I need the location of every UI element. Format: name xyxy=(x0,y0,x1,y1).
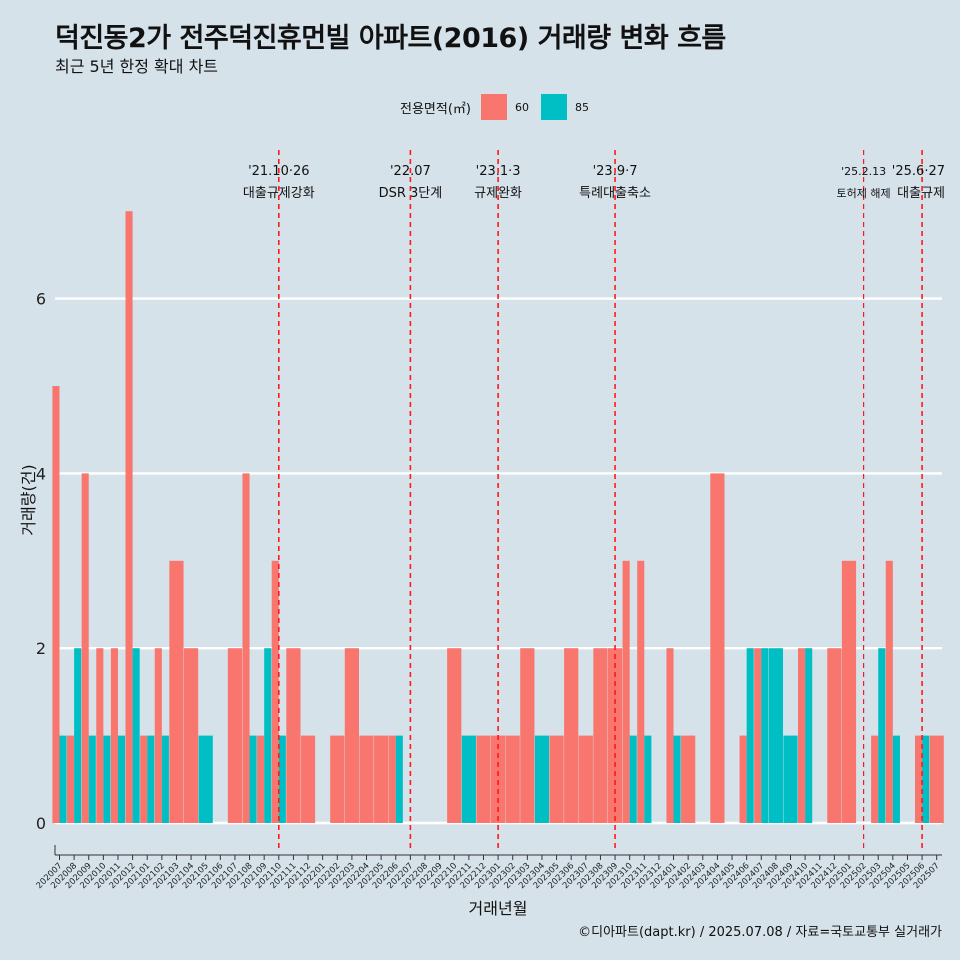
y-axis-title: 거래량(건) xyxy=(19,464,38,535)
event-label-202506: 대출규제 xyxy=(897,186,945,201)
bar-60-202507 xyxy=(929,735,944,823)
bar-85-202010 xyxy=(103,735,111,823)
event-label-202207: DSR 3단계 xyxy=(379,186,443,201)
legend-label-85: 85 xyxy=(574,100,589,114)
chart-title: 덕진동2가 전주덕진휴먼빌 아파트(2016) 거래량 변화 흐름 xyxy=(55,23,726,54)
x-axis-title: 거래년월 xyxy=(469,899,528,918)
y-tick-label-6: 6 xyxy=(36,290,46,309)
bar-85-202410 xyxy=(805,648,813,823)
y-tick-label-4: 4 xyxy=(36,464,46,483)
bar-60-202504 xyxy=(885,560,893,823)
bar-85-202504 xyxy=(892,735,900,823)
legend: 전용면적(㎡) 60 85 xyxy=(400,92,601,122)
bar-60-202103 xyxy=(169,560,184,823)
bar-60-202108 xyxy=(242,473,250,823)
bar-85-202310 xyxy=(629,735,637,823)
bar-85-202408 xyxy=(768,648,783,823)
bar-60-202110 xyxy=(271,560,279,823)
event-date-202309: '23.9·7 xyxy=(593,164,638,179)
bar-60-202101 xyxy=(140,735,148,823)
bar-60-202302 xyxy=(505,735,520,823)
event-date-202110: '21.10·26 xyxy=(248,164,309,179)
legend-key-85 xyxy=(540,94,567,120)
bar-60-202310 xyxy=(622,560,630,823)
bar-60-202308 xyxy=(593,648,608,823)
bar-85-202012 xyxy=(132,648,140,823)
bar-85-202407 xyxy=(761,648,769,823)
bar-60-202402 xyxy=(681,735,696,823)
bar-85-202110 xyxy=(278,735,286,823)
bar-60-202401 xyxy=(666,648,674,823)
legend-label-60: 60 xyxy=(514,100,529,114)
event-label-202301: 규제완화 xyxy=(474,186,522,201)
bar-60-202406 xyxy=(739,735,747,823)
bar-85-202109 xyxy=(264,648,272,823)
bar-60-202111 xyxy=(286,648,301,823)
bar-60-202412 xyxy=(827,648,842,823)
bar-60-202203 xyxy=(344,648,359,823)
bar-85-202101 xyxy=(147,735,155,823)
event-date-202502: '25.2.13 xyxy=(841,165,886,178)
bar-60-202109 xyxy=(257,735,265,823)
bar-60-202107 xyxy=(227,648,243,823)
bar-60-202011 xyxy=(110,648,118,823)
legend-title: 전용면적(㎡) xyxy=(400,101,471,117)
bar-60-202102 xyxy=(154,648,162,823)
bar-60-202303 xyxy=(520,648,535,823)
bar-60-202503 xyxy=(871,735,879,823)
bar-85-202409 xyxy=(783,735,798,823)
bar-60-202306 xyxy=(564,648,579,823)
bar-60-202012 xyxy=(125,211,133,823)
bar-60-202410 xyxy=(798,648,806,823)
bar-60-202404 xyxy=(710,473,725,823)
y-tick-label-0: 0 xyxy=(36,814,46,833)
event-date-202506: '25.6·27 xyxy=(892,164,945,179)
bar-60-202007 xyxy=(52,386,60,823)
event-date-202301: '23.1·3 xyxy=(476,164,521,179)
bar-60-202104 xyxy=(183,648,199,823)
bar-85-202108 xyxy=(249,735,257,823)
bar-85-202011 xyxy=(117,735,126,823)
bar-85-202009 xyxy=(88,735,96,823)
bar-85-202105 xyxy=(198,735,213,823)
bar-85-202406 xyxy=(746,648,754,823)
event-date-202207: '22.07 xyxy=(390,164,431,179)
bar-85-202102 xyxy=(161,735,169,823)
bar-85-202304 xyxy=(534,735,550,823)
bar-60-202212 xyxy=(476,735,491,823)
bar-85-202211 xyxy=(461,735,476,823)
bar-60-202112 xyxy=(300,735,316,823)
bar-85-202401 xyxy=(673,735,681,823)
bar-60-202506 xyxy=(914,735,923,823)
bar-60-202301 xyxy=(491,735,506,823)
bar-85-202506 xyxy=(922,735,930,823)
bar-85-202503 xyxy=(878,648,886,823)
bar-60-202305 xyxy=(549,735,564,823)
bar-85-202311 xyxy=(644,735,652,823)
chart-caption: ©디아파트(dapt.kr) / 2025.07.08 / 자료=국토교통부 실… xyxy=(578,925,942,940)
bar-60-202010 xyxy=(96,648,104,823)
bar-60-202307 xyxy=(578,735,593,823)
chart-subtitle: 최근 5년 한정 확대 차트 xyxy=(55,57,219,76)
bar-60-202202 xyxy=(330,735,345,823)
bar-85-202008 xyxy=(74,648,82,823)
bar-60-202501 xyxy=(841,560,857,823)
bar-60-202204 xyxy=(359,735,374,823)
bar-60-202205 xyxy=(374,735,389,823)
event-label-202110: 대출규제강화 xyxy=(243,186,315,201)
event-label-202502: 토허제 해제 xyxy=(837,186,891,200)
bar-85-202206 xyxy=(395,735,403,823)
bar-60-202009 xyxy=(81,473,89,823)
bar-60-202008 xyxy=(67,735,75,823)
legend-key-60 xyxy=(480,94,507,120)
bar-60-202311 xyxy=(637,560,645,823)
event-label-202309: 특례대출축소 xyxy=(579,186,651,201)
y-tick-label-2: 2 xyxy=(36,639,46,658)
bar-85-202007 xyxy=(59,735,67,823)
bar-60-202407 xyxy=(754,648,762,823)
bar-60-202206 xyxy=(388,735,396,823)
bar-60-202210 xyxy=(447,648,462,823)
